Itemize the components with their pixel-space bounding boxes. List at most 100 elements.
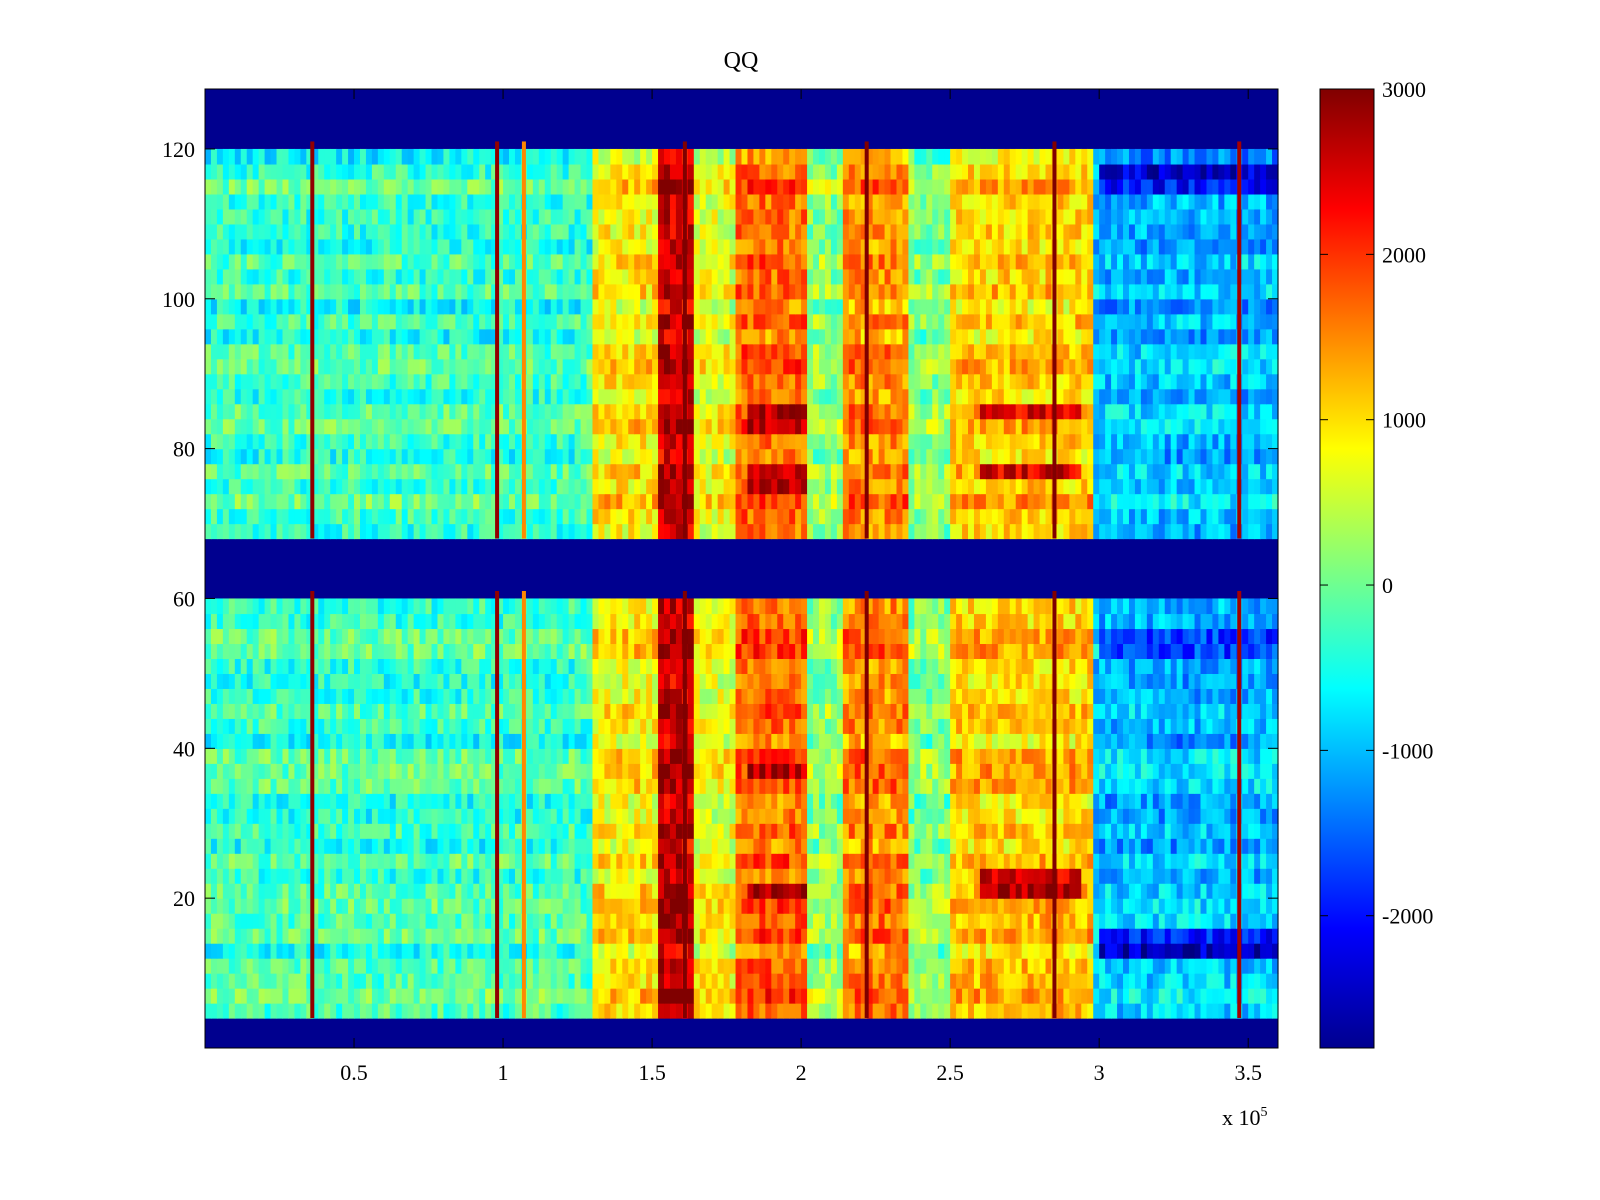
heatmap-cell [932,808,939,824]
heatmap-cell [854,883,862,899]
heatmap-cell [1242,1003,1249,1019]
heatmap-cell [836,748,844,764]
heatmap-cell [759,943,766,959]
heatmap-cell [765,643,772,659]
heatmap-cell [318,718,325,734]
heatmap-cell [675,898,683,914]
heatmap-cell [610,1003,617,1019]
heatmap-cell [592,703,600,719]
heatmap-cell [634,598,641,615]
heatmap-cell [717,643,725,659]
heatmap-cell [1224,763,1231,779]
heatmap-cell [586,673,594,689]
heatmap-cell [532,943,540,959]
heatmap-cell [896,733,904,749]
heatmap-cell [789,913,796,929]
heatmap-cell [514,868,522,884]
heatmap-cell [962,898,969,914]
heatmap-cell [723,988,731,1004]
heatmap-cell [944,973,951,989]
heatmap-cell [205,703,212,719]
heatmap-cell [1039,928,1047,944]
heatmap-cell [473,928,480,944]
heatmap-cell [1272,643,1279,659]
heatmap-cell [836,973,844,989]
heatmap-cell [473,853,480,869]
heatmap-cell [455,673,462,689]
heatmap-cell [789,763,796,779]
heatmap-cell [985,988,993,1004]
heatmap-cell [628,748,635,764]
heatmap-cell [795,643,802,659]
heatmap-cell [664,613,671,630]
heatmap-cell [777,733,784,749]
heatmap-cell [1128,883,1136,899]
heatmap-cell [443,808,450,824]
heatmap-cell [1033,883,1041,899]
heatmap-cell [926,643,933,659]
heatmap-cell [968,763,975,779]
heatmap-cell [205,763,212,779]
heatmap-cell [395,598,403,615]
heatmap-cell [425,763,433,779]
heatmap-cell [675,973,683,989]
heatmap-cell [1117,703,1124,719]
heatmap-cell [485,793,492,809]
heatmap-cell [836,868,844,884]
heatmap-cell [956,973,963,989]
heatmap-cell [354,643,361,659]
heatmap-cell [813,913,820,929]
heatmap-cell [288,628,296,645]
heatmap-cell [1254,793,1261,809]
heatmap-cell [622,913,629,929]
heatmap-cell [330,928,337,944]
heatmap-cell [252,763,260,779]
heatmap-cell [318,838,325,854]
heatmap-cell [747,673,755,689]
heatmap-cell [807,868,814,884]
heatmap-cell [395,718,403,734]
heatmap-cell [1021,913,1029,929]
heatmap-cell [592,913,600,929]
heatmap-cell [693,973,701,989]
heatmap-cell [1218,1003,1225,1019]
heatmap-cell [461,763,468,779]
heatmap-cell [240,1003,248,1019]
heatmap-cell [1099,838,1106,854]
heatmap-cell [878,823,886,839]
heatmap-cell [818,793,826,809]
heatmap-cell [872,823,880,839]
heatmap-cell [455,688,462,704]
heatmap-cell [1182,928,1190,944]
heatmap-cell [276,703,284,719]
heatmap-cell [1188,658,1196,674]
heatmap-cell [1248,868,1255,884]
heatmap-cell [300,628,307,645]
heatmap-cell [222,643,230,659]
heatmap-cell [1152,898,1160,914]
heatmap-cell [1081,808,1088,824]
heatmap-cell [1140,703,1148,719]
heatmap-cell [300,988,307,1004]
heatmap-cell [962,763,969,779]
heatmap-cell [252,598,260,615]
heatmap-cell [1063,988,1070,1004]
heatmap-cell [306,823,313,839]
heatmap-cell [1260,793,1267,809]
heatmap-cell [288,988,296,1004]
heatmap-cell [944,808,951,824]
heatmap-cell [1087,673,1094,689]
heatmap-cell [1039,628,1047,645]
heatmap-cell [401,778,409,794]
heatmap-cell [705,628,713,645]
heatmap-cell [872,913,880,929]
heatmap-cell [962,973,969,989]
heatmap-cell [944,763,951,779]
heatmap-cell [926,688,933,704]
heatmap-cell [818,913,826,929]
heatmap-cell [854,928,862,944]
heatmap-cell [1027,793,1035,809]
heatmap-cell [932,988,939,1004]
heatmap-cell [383,883,391,899]
heatmap-cell [1140,868,1148,884]
